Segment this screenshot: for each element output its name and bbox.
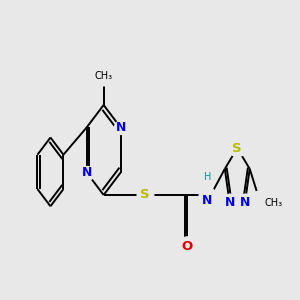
Text: S: S bbox=[232, 142, 242, 154]
Text: N: N bbox=[240, 196, 250, 209]
Text: H: H bbox=[204, 172, 211, 182]
Text: N: N bbox=[81, 166, 92, 179]
Text: N: N bbox=[202, 194, 212, 206]
Text: CH₃: CH₃ bbox=[94, 70, 113, 81]
Text: S: S bbox=[140, 188, 149, 202]
Text: N: N bbox=[116, 121, 126, 134]
Text: N: N bbox=[224, 196, 235, 209]
Text: O: O bbox=[181, 240, 192, 253]
Text: CH₃: CH₃ bbox=[265, 198, 283, 208]
